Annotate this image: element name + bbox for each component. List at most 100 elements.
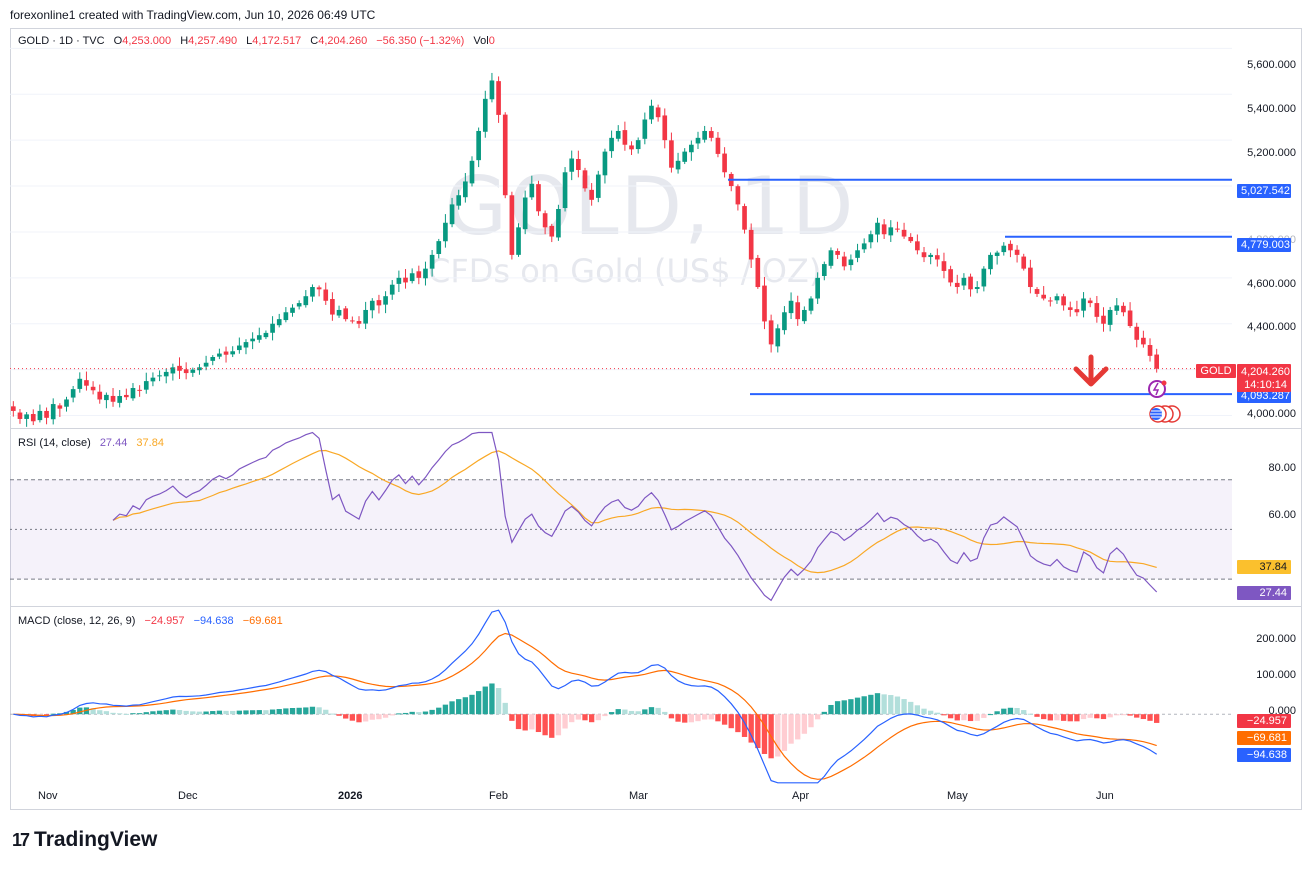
candle-body [954, 282, 960, 288]
macd-histogram-bar [1067, 714, 1073, 722]
chart-frame [10, 28, 1302, 810]
candle-body [502, 114, 508, 196]
low-label: L [246, 35, 253, 47]
tradingview-logo[interactable]: 17 TradingView [12, 828, 157, 852]
candle-body [1147, 345, 1153, 356]
candle-body [994, 252, 1000, 256]
candle-body [50, 404, 56, 420]
macd-histogram-bar [97, 710, 103, 715]
candle-body [841, 256, 847, 267]
macd-histogram-bar [143, 712, 149, 715]
rsi-tag[interactable]: 27.44 [1237, 586, 1291, 600]
candle-body [343, 308, 349, 320]
candle-body [110, 395, 116, 402]
open-label: O [113, 35, 123, 47]
candle-body [695, 137, 701, 144]
candle-body [682, 151, 688, 162]
candle-body [855, 250, 860, 258]
candle-body [848, 259, 854, 266]
candle-body [469, 160, 475, 184]
macd-histogram-bar [117, 713, 123, 715]
macd-hist-tag[interactable]: −24.957 [1237, 714, 1291, 728]
macd-histogram-bar [362, 714, 369, 722]
candle-body [350, 320, 355, 322]
rsi-ma-tag[interactable]: 37.84 [1237, 560, 1291, 574]
macd-histogram-bar [775, 714, 781, 757]
candle-body [742, 206, 747, 230]
macd-histogram-bar [190, 711, 196, 715]
candle-body [788, 300, 794, 314]
main-legend[interactable]: GOLD · 1D · TVC O4,253.000 H4,257.490 L4… [18, 35, 501, 47]
macd-histogram-bar [901, 699, 907, 715]
candle-body [449, 204, 455, 225]
candle-body [675, 160, 681, 170]
level-tag-3[interactable]: 4,093.287 [1237, 389, 1291, 403]
macd-histogram-bar [575, 714, 582, 720]
macd-histogram-bar [828, 704, 834, 715]
current-price-tag[interactable]: 4,204.260 14:10:14 [1237, 364, 1291, 392]
candle-body [130, 387, 136, 399]
candle-body [689, 144, 694, 153]
level-tag-1[interactable]: 5,027.542 [1237, 184, 1291, 198]
candle-body [835, 251, 840, 255]
macd-histogram-bar [735, 714, 741, 733]
macd-histogram-bar [741, 714, 748, 737]
macd-histogram-bar [1027, 713, 1034, 715]
change-value: −56.350 (−1.32%) [376, 35, 465, 47]
candle-body [157, 375, 162, 377]
candle-body [84, 380, 89, 386]
candle-body [928, 254, 933, 257]
candle-body [748, 229, 754, 260]
panel-separator-macd[interactable] [10, 606, 1302, 607]
macd-histogram-bar [648, 707, 655, 715]
macd-legend[interactable]: MACD (close, 12, 26, 9) −24.957 −94.638 … [18, 615, 289, 627]
macd-histogram-bar [549, 714, 555, 738]
price-axis-label: 4,400.000 [1247, 321, 1296, 333]
volume-value: 0 [488, 35, 495, 47]
macd-histogram-bar [289, 707, 296, 715]
candle-body [536, 184, 541, 212]
macd-line-tag[interactable]: −94.638 [1237, 748, 1291, 762]
candle-body [895, 228, 900, 230]
candle-body [529, 183, 535, 198]
panel-separator-rsi[interactable] [10, 428, 1302, 429]
macd-histogram-bar [662, 711, 668, 715]
macd-histogram-bar [230, 710, 236, 715]
candle-body [509, 195, 515, 255]
low-value: 4,172.517 [252, 35, 302, 47]
candle-body [376, 300, 382, 306]
macd-line [13, 609, 1158, 784]
macd-histogram-bar [103, 711, 110, 715]
candle-body [77, 378, 83, 389]
macd-histogram-bar [848, 699, 854, 715]
candle-body [143, 381, 149, 390]
macd-histogram-bar [981, 714, 987, 718]
close-label: C [310, 35, 319, 47]
event-dot-icon [1161, 380, 1167, 386]
candle-body [815, 277, 820, 299]
candle-body [230, 351, 236, 355]
candle-body [443, 222, 448, 242]
candle-body [888, 227, 894, 236]
macd-signal-tag[interactable]: −69.681 [1237, 731, 1291, 745]
candle-body [782, 312, 787, 331]
macd-histogram-bar [276, 709, 282, 715]
macd-histogram-bar [37, 714, 43, 716]
rsi-legend[interactable]: RSI (14, close) 27.44 37.84 [18, 437, 170, 449]
volume-label: Vol [473, 35, 489, 47]
symbol-label[interactable]: GOLD · 1D · TVC [18, 35, 105, 47]
macd-histogram-bar [987, 714, 994, 716]
symbol-price-tag[interactable]: GOLD [1196, 364, 1236, 378]
candle-body [569, 158, 575, 172]
candle-body [948, 269, 953, 283]
candle-body [482, 98, 488, 132]
macd-histogram-bar [176, 710, 183, 715]
level-tag-2[interactable]: 4,779.003 [1237, 238, 1291, 252]
macd-histogram-bar [1041, 714, 1047, 720]
candle-body [1061, 296, 1066, 306]
macd-histogram-bar [834, 701, 841, 715]
macd-histogram-bar [721, 714, 728, 725]
candle-body [775, 328, 781, 347]
macd-histogram-bar [236, 710, 242, 715]
